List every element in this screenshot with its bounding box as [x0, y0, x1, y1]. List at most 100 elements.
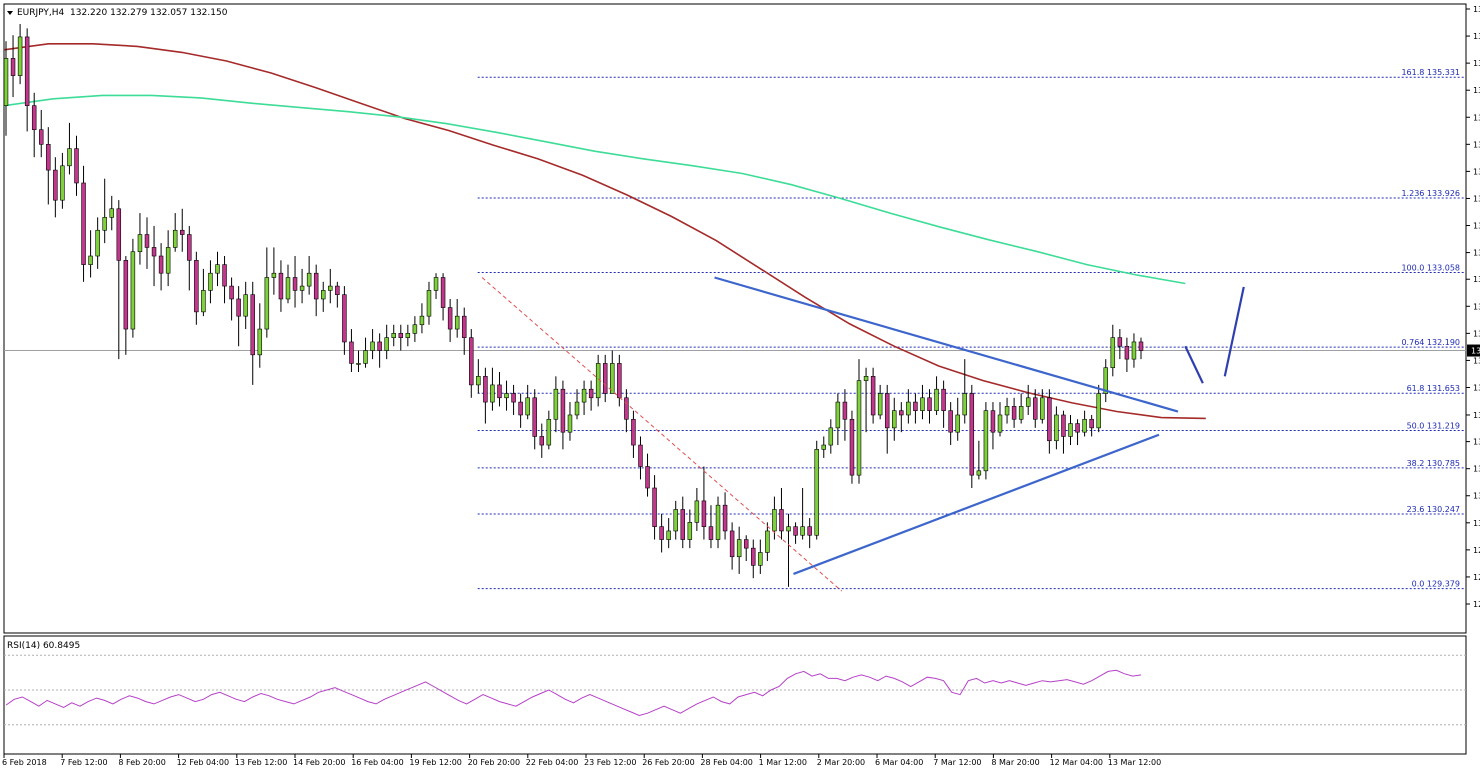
bullish-candle	[3, 58, 9, 106]
bearish-candle	[194, 260, 199, 313]
bearish-candle	[483, 376, 488, 403]
price-tick-label: 134.550	[1473, 140, 1480, 149]
bearish-candle	[377, 341, 382, 351]
bearish-candle	[1075, 423, 1080, 433]
bullish-candle	[433, 277, 439, 291]
bearish-candle	[779, 509, 784, 532]
time-tick-label: 20 Feb 20:00	[468, 758, 520, 767]
bullish-candle	[955, 414, 960, 433]
trendlines	[481, 276, 1245, 592]
moving-average-line	[3, 94, 1186, 285]
bearish-candle	[292, 277, 298, 291]
bullish-candle	[920, 397, 925, 411]
time-tick-label: 12 Feb 04:00	[177, 758, 229, 767]
bearish-candle	[729, 530, 735, 558]
bearish-candle	[447, 307, 453, 330]
chart-menu-arrow-icon[interactable]	[7, 11, 13, 15]
price-tick-label: 131.090	[1473, 438, 1480, 447]
fib-level-label: 0.0 129.379	[1412, 580, 1460, 589]
current-price-label: 132.150	[1471, 347, 1480, 356]
bullish-candle	[504, 393, 509, 399]
time-tick-label: 8 Feb 20:00	[118, 758, 165, 767]
time-tick-label: 6 Feb 2018	[2, 758, 47, 767]
fib-level-label: 1.236 133.926	[1401, 189, 1460, 198]
bullish-candle	[215, 264, 220, 274]
rsi-panel: 1008050200	[4, 654, 1466, 726]
bullish-candle	[356, 363, 361, 365]
price-tick-label: 132.350	[1473, 329, 1480, 338]
time-tick-label: 23 Feb 12:00	[584, 758, 636, 767]
bullish-candle	[525, 397, 530, 416]
bearish-candle	[1047, 397, 1052, 442]
bearish-candle	[849, 418, 855, 476]
price-tick-label: 131.720	[1473, 383, 1480, 392]
bearish-candle	[53, 169, 58, 201]
bullish-candle	[137, 234, 143, 253]
bullish-candle	[1103, 367, 1108, 394]
bullish-candle	[814, 449, 819, 536]
bearish-candle	[948, 410, 953, 433]
bearish-candle	[652, 487, 657, 527]
bullish-candle	[877, 393, 883, 416]
time-tick-label: 28 Feb 04:00	[700, 758, 752, 767]
bullish-candle	[821, 444, 827, 450]
moving-average-line	[3, 43, 1206, 420]
price-tick-label: 130.145	[1473, 519, 1480, 528]
bullish-candle	[1068, 423, 1073, 437]
time-tick-label: 19 Feb 12:00	[409, 758, 461, 767]
bullish-candle	[1025, 397, 1031, 407]
price-tick-label: 136.125	[1473, 5, 1480, 14]
price-tick-label: 132.980	[1473, 275, 1480, 284]
bearish-candle	[39, 129, 44, 145]
bullish-candle	[476, 376, 481, 386]
bearish-candle	[278, 272, 284, 300]
bullish-candle	[1018, 406, 1024, 420]
bullish-candle	[299, 285, 305, 291]
bullish-candle	[546, 418, 552, 446]
time-tick-label: 6 Mar 04:00	[875, 758, 923, 767]
bearish-candle	[511, 393, 516, 403]
bullish-candle	[1110, 337, 1116, 369]
bullish-candle	[581, 388, 587, 403]
bullish-candle	[715, 504, 721, 540]
bullish-candle	[60, 165, 65, 201]
bullish-candle	[306, 272, 312, 287]
bearish-candle	[229, 285, 234, 300]
bearish-candle	[701, 500, 707, 527]
bearish-candle	[638, 444, 643, 467]
time-tick-label: 26 Feb 20:00	[642, 758, 694, 767]
bearish-candle	[722, 504, 728, 532]
bullish-candle	[271, 272, 277, 278]
bullish-candle	[595, 363, 601, 399]
bullish-candle	[856, 380, 862, 476]
bearish-candle	[941, 388, 946, 411]
bullish-candle	[102, 217, 107, 231]
bullish-candle	[567, 414, 573, 433]
bearish-candle	[180, 229, 185, 235]
bullish-candle	[765, 530, 770, 553]
price-tick-label: 135.180	[1473, 86, 1480, 95]
bullish-candle	[687, 522, 693, 540]
bearish-candle	[1124, 345, 1130, 360]
bullish-candle	[257, 328, 263, 356]
bearish-candle	[116, 208, 122, 261]
bullish-candle	[1096, 393, 1101, 429]
bullish-candle	[906, 401, 911, 416]
bearish-candle	[617, 363, 622, 399]
price-tick-label: 132.035	[1473, 356, 1480, 365]
bearish-candle	[158, 255, 164, 274]
bearish-candle	[123, 260, 129, 330]
bullish-candle	[88, 255, 93, 265]
time-tick-label: 1 Mar 12:00	[759, 758, 807, 767]
bearish-candle	[469, 337, 474, 386]
bearish-candle	[187, 234, 192, 261]
bearish-candle	[461, 315, 467, 338]
time-tick-label: 2 Mar 20:00	[817, 758, 865, 767]
bullish-candle	[130, 251, 136, 330]
bullish-candle	[758, 552, 763, 566]
bearish-candle	[807, 526, 812, 536]
bullish-candle	[666, 530, 671, 540]
bullish-candle	[172, 229, 178, 248]
trendline	[1184, 345, 1204, 384]
